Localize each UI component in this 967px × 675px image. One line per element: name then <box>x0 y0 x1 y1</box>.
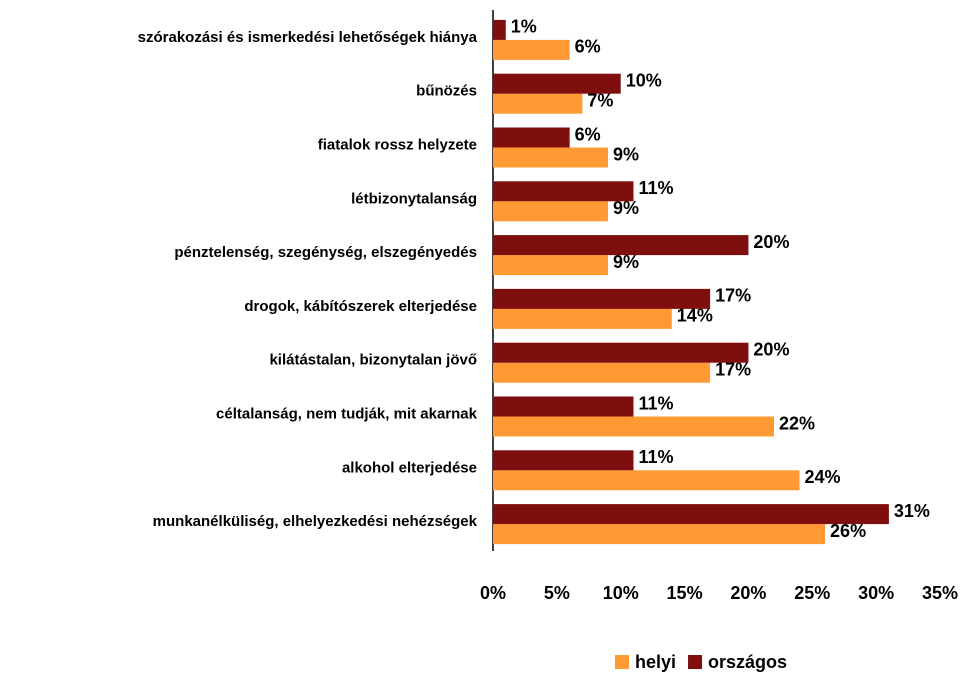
data-label: 11% <box>638 178 673 198</box>
y-tick-label: munkanélküliség, elhelyezkedési nehézség… <box>153 513 478 530</box>
y-tick-label: kilátástalan, bizonytalan jövő <box>269 352 477 369</box>
bar <box>493 396 634 417</box>
data-label: 11% <box>638 447 673 467</box>
bar <box>493 127 570 148</box>
legend-label: országos <box>708 652 787 672</box>
bar <box>493 450 634 471</box>
data-label: 9% <box>613 198 639 218</box>
data-label: 14% <box>677 306 713 326</box>
x-tick-label: 30% <box>858 583 894 603</box>
y-tick-label: létbizonytalanság <box>351 190 477 207</box>
legend-swatch <box>615 655 629 669</box>
data-label: 26% <box>830 521 866 541</box>
x-tick-label: 5% <box>544 583 570 603</box>
data-label: 24% <box>805 467 841 487</box>
y-tick-label: pénztelenség, szegénység, elszegényedés <box>174 244 477 261</box>
data-label: 6% <box>575 124 601 144</box>
data-label: 17% <box>715 359 751 379</box>
bar <box>493 524 826 545</box>
data-label: 17% <box>715 286 751 306</box>
y-tick-label: céltalanság, nem tudják, mit akarnak <box>216 405 478 422</box>
y-tick-label: bűnözés <box>416 83 477 100</box>
data-label: 20% <box>753 232 789 252</box>
bar <box>493 288 711 309</box>
bar <box>493 362 711 383</box>
y-tick-label: drogok, kábítószerek elterjedése <box>244 298 477 315</box>
bar <box>493 147 608 168</box>
data-label: 11% <box>638 393 673 413</box>
data-label: 7% <box>587 90 613 110</box>
bar <box>493 342 749 363</box>
x-tick-label: 35% <box>922 583 958 603</box>
bar <box>493 73 621 94</box>
data-label: 10% <box>626 70 662 90</box>
x-tick-label: 20% <box>730 583 766 603</box>
x-tick-label: 25% <box>794 583 830 603</box>
bar <box>493 235 749 256</box>
legend-swatch <box>688 655 703 669</box>
y-tick-label: fiatalok rossz helyzete <box>318 136 477 153</box>
bar <box>493 93 583 114</box>
data-label: 1% <box>511 17 537 37</box>
bar <box>493 470 800 491</box>
data-label: 31% <box>894 501 930 521</box>
y-tick-label: szórakozási és ismerkedési lehetőségek h… <box>138 29 478 46</box>
data-label: 6% <box>575 37 601 57</box>
data-label: 22% <box>779 413 815 433</box>
bar <box>493 308 672 329</box>
bar <box>493 181 634 202</box>
bar <box>493 504 889 525</box>
bar <box>493 255 608 276</box>
legend-label: helyi <box>635 652 676 672</box>
x-tick-label: 0% <box>480 583 506 603</box>
x-tick-label: 10% <box>603 583 639 603</box>
data-label: 9% <box>613 144 639 164</box>
data-label: 9% <box>613 252 639 272</box>
x-tick-label: 15% <box>667 583 703 603</box>
bar <box>493 39 570 60</box>
data-label: 20% <box>753 339 789 359</box>
bar <box>493 416 774 437</box>
bar <box>493 201 608 222</box>
bar <box>493 19 506 40</box>
y-tick-label: alkohol elterjedése <box>342 459 477 476</box>
